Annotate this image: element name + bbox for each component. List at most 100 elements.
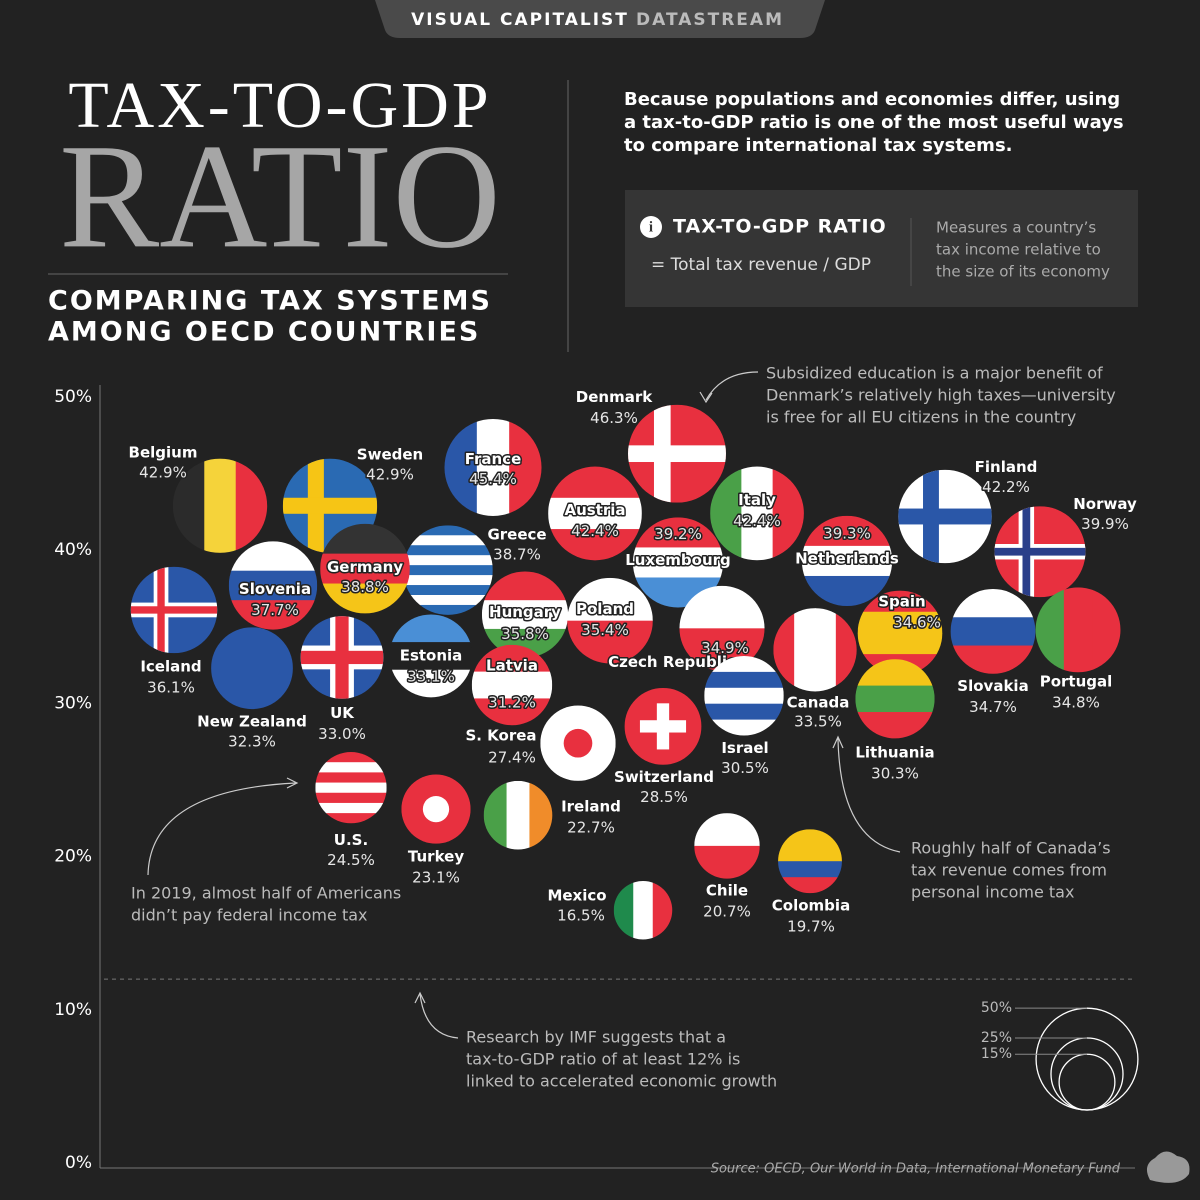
flag bbox=[898, 469, 992, 564]
flag-stripe bbox=[403, 555, 493, 566]
annotation: didn’t pay federal income tax bbox=[131, 906, 367, 925]
bubble bbox=[950, 588, 1036, 674]
flag-stripe bbox=[403, 545, 493, 556]
arrow bbox=[147, 782, 297, 876]
arrow bbox=[837, 737, 901, 853]
country-label: Turkey bbox=[408, 848, 464, 866]
bubble bbox=[401, 774, 471, 844]
value-label: 16.5% bbox=[557, 907, 605, 925]
flag bbox=[628, 404, 726, 503]
arrow-head bbox=[832, 735, 844, 749]
value-label: 33.1% bbox=[407, 667, 455, 685]
country-label: Ireland bbox=[561, 798, 621, 816]
annotation: personal income tax bbox=[911, 883, 1074, 902]
flag-cross bbox=[282, 497, 378, 514]
flag-stripe bbox=[228, 570, 318, 601]
country-label: Denmark bbox=[576, 388, 653, 406]
flag bbox=[855, 659, 935, 739]
value-label: 20.7% bbox=[703, 902, 751, 920]
value-label: 24.5% bbox=[327, 851, 375, 869]
flag-stripe bbox=[778, 861, 842, 878]
source: Source: OECD, Our World in Data, Interna… bbox=[711, 1162, 1121, 1177]
bubble bbox=[778, 829, 842, 894]
value-label: 36.1% bbox=[147, 678, 195, 696]
value-label: 39.3% bbox=[823, 524, 871, 542]
flag-stripe bbox=[704, 703, 784, 721]
value-label: 45.4% bbox=[469, 470, 517, 488]
country-label: Hungary bbox=[489, 603, 561, 621]
flag-cross bbox=[898, 508, 992, 525]
flag bbox=[1035, 587, 1121, 673]
flag-stripe bbox=[315, 752, 387, 763]
flag-stripe bbox=[794, 608, 816, 692]
country-label: Germany bbox=[327, 558, 403, 576]
flag bbox=[778, 829, 842, 894]
flag-cross bbox=[130, 606, 218, 614]
flag-stripe bbox=[481, 600, 569, 630]
country-label: Israel bbox=[721, 739, 768, 757]
country-label: Finland bbox=[975, 458, 1038, 476]
flag-stripe bbox=[801, 545, 893, 577]
arrow-head bbox=[286, 777, 299, 789]
flag bbox=[624, 687, 702, 765]
bubble bbox=[694, 813, 760, 879]
flag-stripe bbox=[389, 642, 473, 671]
bubble bbox=[628, 404, 726, 503]
value-label: 34.6% bbox=[893, 613, 941, 631]
value-label: 30.5% bbox=[721, 759, 769, 777]
bubble bbox=[540, 705, 616, 781]
country-label: Slovenia bbox=[239, 580, 311, 598]
flag bbox=[483, 780, 553, 850]
brand-tab bbox=[375, 0, 825, 38]
flag-stripe bbox=[815, 608, 837, 692]
size-legend-label: 25% bbox=[981, 1030, 1012, 1046]
flag-stripe bbox=[320, 553, 410, 585]
value-label: 34.9% bbox=[701, 639, 749, 657]
annotation-arrows bbox=[147, 371, 901, 1039]
bubble bbox=[315, 752, 387, 824]
flag-cross bbox=[639, 720, 687, 733]
arrow bbox=[419, 993, 459, 1039]
flag-stripe bbox=[741, 466, 774, 561]
country-label: New Zealand bbox=[197, 713, 307, 731]
flag-stripe bbox=[211, 627, 293, 710]
bubble bbox=[130, 566, 218, 654]
country-label: Estonia bbox=[400, 646, 463, 664]
value-label: 31.2% bbox=[488, 694, 536, 712]
value-label: 42.2% bbox=[982, 478, 1030, 496]
y-tick-label: 30% bbox=[54, 693, 92, 713]
bubble bbox=[624, 687, 702, 765]
y-tick-label: 20% bbox=[54, 847, 92, 867]
annotation: Roughly half of Canada’s bbox=[911, 839, 1111, 858]
logo bbox=[1146, 1151, 1190, 1183]
flag-stripe bbox=[704, 671, 784, 689]
flag-stripe bbox=[403, 565, 493, 576]
flag bbox=[130, 566, 218, 654]
flag-cross bbox=[994, 547, 1086, 556]
annotation: tax revenue comes from bbox=[911, 861, 1107, 880]
bubble bbox=[773, 608, 857, 692]
value-label: 23.1% bbox=[412, 869, 460, 887]
value-label: 35.4% bbox=[581, 621, 629, 639]
title-top: TAX-TO-GDP bbox=[68, 69, 491, 142]
country-label: Italy bbox=[738, 491, 776, 509]
subtitle: AMONG OECD COUNTRIES bbox=[48, 317, 480, 348]
value-label: 38.8% bbox=[341, 578, 389, 596]
intro: Because populations and economies differ… bbox=[624, 89, 1120, 110]
info-description: tax income relative to bbox=[936, 241, 1101, 259]
value-label: 22.7% bbox=[567, 819, 615, 837]
flag bbox=[994, 506, 1086, 598]
country-label: Norway bbox=[1073, 495, 1137, 513]
bubble bbox=[172, 458, 268, 553]
flag-stripe bbox=[855, 685, 935, 713]
flag-stripe bbox=[632, 547, 724, 578]
country-label: U.S. bbox=[334, 831, 368, 849]
value-label: 34.7% bbox=[969, 698, 1017, 716]
value-label: 42.4% bbox=[733, 512, 781, 530]
arrow-head bbox=[414, 991, 426, 1004]
flag-stripe bbox=[950, 617, 1036, 647]
country-label: Switzerland bbox=[614, 768, 714, 786]
info-description: Measures a country’s bbox=[936, 219, 1096, 237]
bubble bbox=[994, 506, 1086, 598]
